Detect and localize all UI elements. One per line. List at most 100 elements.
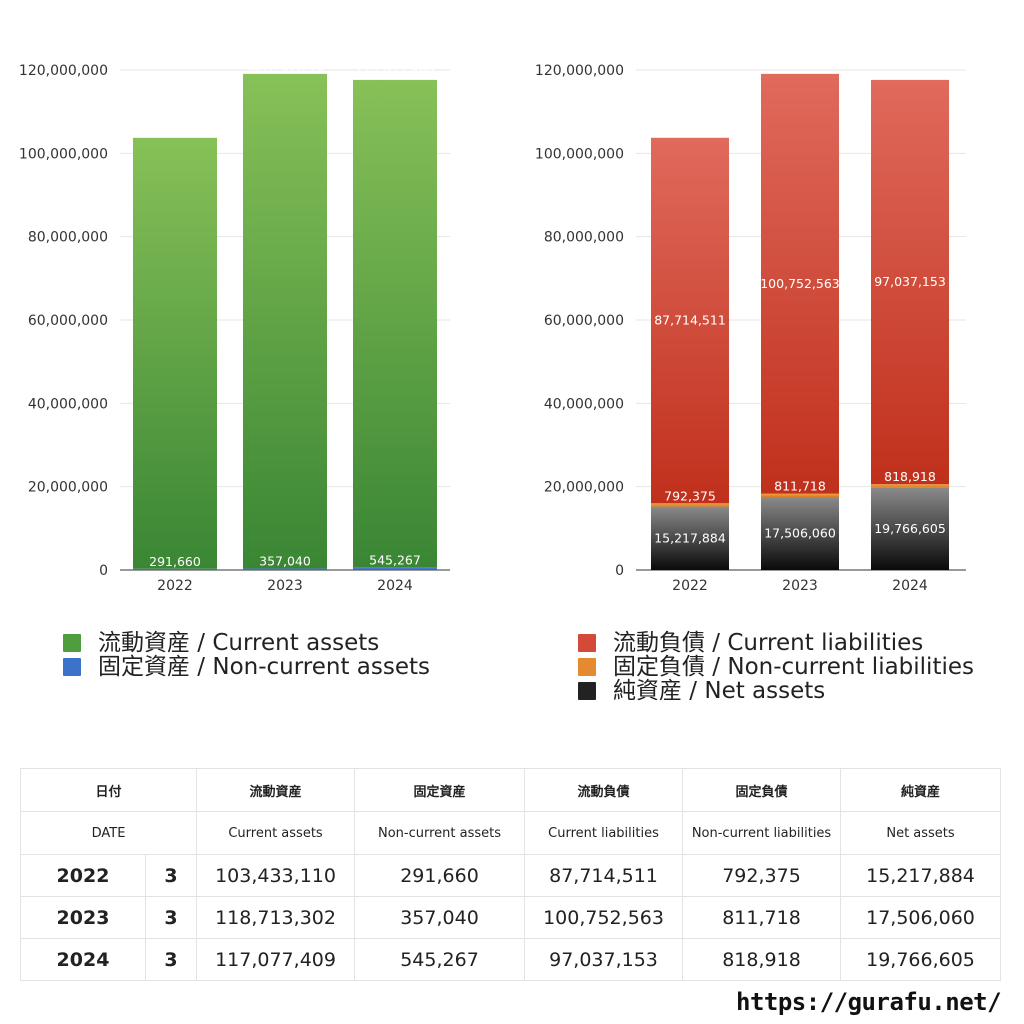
bar-segment	[871, 484, 949, 488]
data-label: 15,217,884	[654, 530, 726, 545]
data-label: 357,040	[259, 554, 311, 569]
data-label: 818,918	[884, 469, 936, 484]
site-url: https://gurafu.net/	[736, 988, 1002, 1016]
y-tick-label: 0	[615, 563, 624, 579]
cell-current-assets: 103,433,110	[196, 854, 356, 897]
cell-non-current-liabilities: 818,918	[682, 938, 842, 981]
data-label: 97,037,153	[874, 274, 946, 289]
cell-current-assets: 117,077,409	[196, 938, 356, 981]
data-label: 811,718	[774, 479, 826, 494]
data-label: 291,660	[149, 554, 201, 569]
table-row: 2022 3 103,433,110 291,660 87,714,511 79…	[20, 854, 1002, 897]
y-tick-label: 120,000,000	[535, 63, 624, 79]
y-tick-label: 20,000,000	[544, 480, 624, 496]
legend-item-current-assets: 流動資産 / Current assets	[63, 631, 430, 655]
cell-current-liabilities: 100,752,563	[524, 896, 684, 939]
legend-label: 流動負債 / Current liabilities	[613, 630, 924, 656]
data-label: 100,752,563	[760, 276, 840, 291]
data-label: 545,267	[369, 553, 421, 568]
table-row: 2023 3 118,713,302 357,040 100,752,563 8…	[20, 896, 1002, 939]
legend-item-non-current-assets: 固定資産 / Non-current assets	[63, 655, 430, 679]
header-non-current-liabilities-jp: 固定負債	[682, 768, 842, 812]
bar-segment	[353, 79, 437, 568]
y-tick-label: 100,000,000	[535, 146, 624, 162]
table-row: 2024 3 117,077,409 545,267 97,037,153 81…	[20, 938, 1002, 981]
header-current-liabilities-en: Current liabilities	[524, 811, 684, 855]
bar-segment	[133, 137, 217, 569]
y-tick-label: 100,000,000	[19, 146, 108, 162]
y-tick-label: 60,000,000	[28, 313, 108, 329]
y-tick-label: 40,000,000	[544, 396, 624, 412]
legend-swatch	[578, 658, 596, 676]
legend-swatch	[578, 634, 596, 652]
data-label: 103,433,110	[135, 122, 215, 137]
header-non-current-liabilities-en: Non-current liabilities	[682, 811, 842, 855]
data-label: 87,714,511	[654, 313, 726, 328]
y-tick-label: 0	[99, 563, 108, 579]
bar-segment	[353, 567, 437, 570]
bar-segment	[761, 73, 839, 494]
header-current-assets-en: Current assets	[196, 811, 356, 855]
y-tick-label: 120,000,000	[19, 63, 108, 79]
header-net-assets-en: Net assets	[840, 811, 1002, 855]
x-tick-label: 2022	[672, 578, 708, 594]
header-current-assets-jp: 流動資産	[196, 768, 356, 812]
cell-non-current-assets: 291,660	[354, 854, 526, 897]
liabilities-chart: 0 20,000,000 40,000,000 60,000,000 80,000,00…	[535, 63, 966, 594]
cell-non-current-assets: 545,267	[354, 938, 526, 981]
header-non-current-assets-en: Non-current assets	[354, 811, 526, 855]
cell-non-current-assets: 357,040	[354, 896, 526, 939]
row-month: 3	[144, 896, 198, 939]
assets-legend: 流動資産 / Current assets 固定資産 / Non-current…	[63, 631, 430, 679]
assets-chart: 0 20,000,000 40,000,000 60,000,000 80,000,00…	[19, 58, 450, 594]
legend-label: 固定負債 / Non-current liabilities	[613, 654, 974, 680]
legend-item-net-assets: 純資産 / Net assets	[578, 679, 974, 703]
bar-segment	[651, 503, 729, 507]
table-header-jp: 日付 流動資産 固定資産 流動負債 固定負債 純資産	[19, 768, 1002, 812]
bar-segment	[871, 79, 949, 485]
bar-segment	[133, 568, 217, 570]
legend-label: 固定資産 / Non-current assets	[98, 654, 431, 680]
row-month: 3	[144, 854, 198, 897]
cell-current-liabilities: 97,037,153	[524, 938, 684, 981]
x-tick-label: 2023	[267, 578, 303, 594]
row-year: 2023	[20, 896, 146, 939]
legend-item-non-current-liabilities: 固定負債 / Non-current liabilities	[578, 655, 974, 679]
y-tick-label: 80,000,000	[544, 230, 624, 246]
header-date-jp: 日付	[19, 768, 198, 812]
data-label: 117,077,409	[355, 64, 435, 79]
bar-segment	[651, 137, 729, 504]
x-tick-label: 2023	[782, 578, 818, 594]
data-label: 17,506,060	[764, 526, 836, 541]
cell-net-assets: 15,217,884	[840, 854, 1002, 897]
cell-non-current-liabilities: 792,375	[682, 854, 842, 897]
row-year: 2022	[20, 854, 146, 897]
data-label: 19,766,605	[874, 521, 946, 536]
bar-segment	[761, 497, 839, 570]
y-tick-label: 60,000,000	[544, 313, 624, 329]
y-tick-label: 80,000,000	[28, 230, 108, 246]
cell-net-assets: 19,766,605	[840, 938, 1002, 981]
liabilities-legend: 流動負債 / Current liabilities 固定負債 / Non-cu…	[578, 631, 974, 703]
data-label: 792,375	[664, 488, 716, 503]
financial-data-table: 日付 流動資産 固定資産 流動負債 固定負債 純資産 DATE Current …	[19, 768, 1002, 981]
cell-current-liabilities: 87,714,511	[524, 854, 684, 897]
row-month: 3	[144, 938, 198, 981]
row-year: 2024	[20, 938, 146, 981]
table-header-en: DATE Current assets Non-current assets C…	[19, 811, 1002, 855]
legend-swatch	[63, 634, 81, 652]
header-date-en: DATE	[19, 811, 198, 855]
header-non-current-assets-jp: 固定資産	[354, 768, 526, 812]
header-net-assets-jp: 純資産	[840, 768, 1002, 812]
cell-current-assets: 118,713,302	[196, 896, 356, 939]
bar-segment	[651, 506, 729, 570]
y-tick-label: 20,000,000	[28, 480, 108, 496]
legend-label: 流動資産 / Current assets	[98, 630, 380, 656]
bar-segment	[871, 487, 949, 570]
bar-segment	[243, 568, 327, 570]
cell-non-current-liabilities: 811,718	[682, 896, 842, 939]
legend-label: 純資産 / Net assets	[613, 678, 826, 704]
bar-segment	[243, 73, 327, 569]
y-tick-label: 40,000,000	[28, 396, 108, 412]
bar-segment	[761, 493, 839, 498]
